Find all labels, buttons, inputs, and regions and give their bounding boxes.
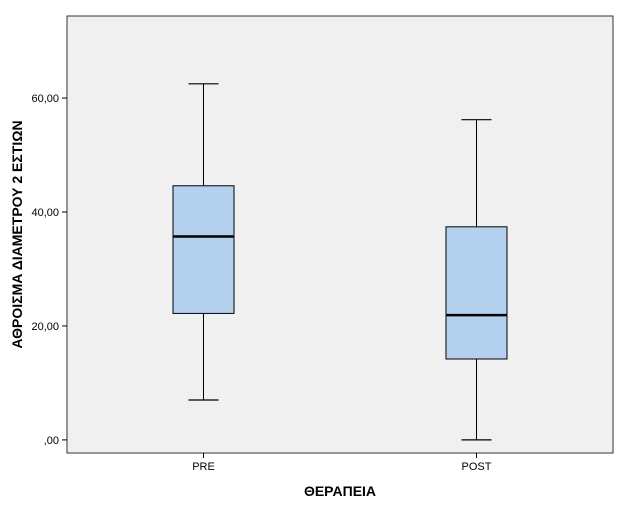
y-tick-label: 40,00 [31, 207, 59, 219]
iqr-box [172, 185, 235, 314]
x-tick-label: PRE [192, 461, 215, 473]
plot-area [66, 15, 614, 454]
x-axis: PRE POST [192, 453, 492, 473]
x-axis-label: ΘΕΡΑΠΕΙΑ [304, 483, 376, 499]
box-pre [172, 83, 235, 401]
y-axis: ,00 20,00 40,00 60,00 [31, 93, 67, 447]
boxes [172, 83, 508, 441]
y-axis-label: ΑΘΡΟΙΣΜΑ ΔΙΑΜΕΤΡΟΥ 2 ΕΣΤΙΩΝ [9, 120, 25, 348]
y-tick-label: 20,00 [31, 321, 59, 333]
y-tick-label: ,00 [44, 435, 59, 447]
x-tick-label: POST [462, 461, 492, 473]
y-tick-label: 60,00 [31, 93, 59, 105]
box-post [445, 119, 508, 441]
iqr-box [445, 226, 508, 360]
